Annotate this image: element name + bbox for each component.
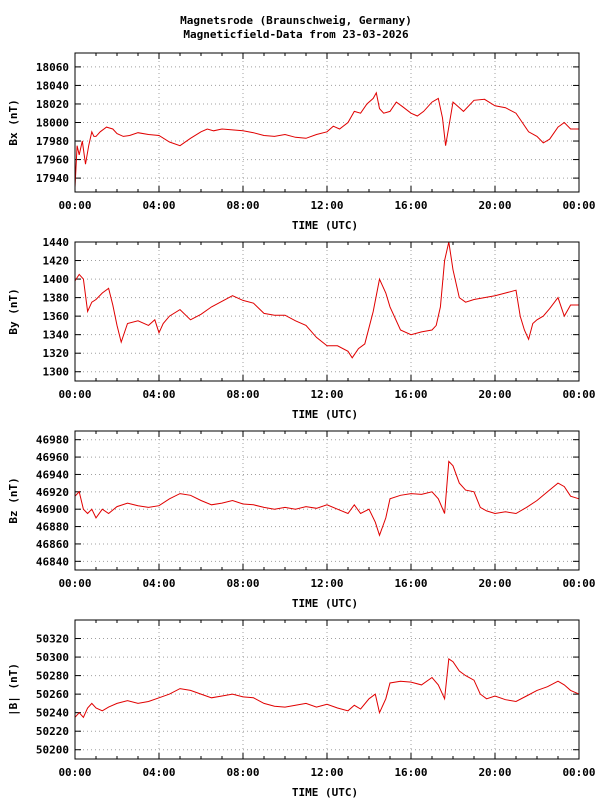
- y-tick-label: 50260: [36, 688, 69, 701]
- x-tick-label: 04:00: [142, 199, 175, 212]
- y-tick-label: 1300: [43, 366, 70, 379]
- y-tick-label: 1400: [43, 273, 70, 286]
- panel-0: 17940 17960 17980 18000 18020 18040 18060 00:00…: [7, 52, 596, 232]
- x-tick-label: 00:00: [58, 766, 91, 779]
- chart-panels: 17940 17960 17980 18000 18020 18040 18060 00:00…: [7, 52, 596, 799]
- y-tick-label: 1420: [43, 255, 70, 268]
- y-tick-label: 46940: [36, 468, 69, 481]
- x-tick-label: 00:00: [58, 577, 91, 590]
- x-axis-label: TIME (UTC): [292, 408, 358, 421]
- x-tick-label: 20:00: [478, 199, 511, 212]
- y-axis-label: |B| (nT): [7, 663, 20, 716]
- x-tick-label: 16:00: [394, 199, 427, 212]
- plot-frame: [74, 241, 580, 382]
- y-tick-label: 18000: [36, 117, 69, 130]
- y-tick-label: 46900: [36, 503, 69, 516]
- y-axis-label: By (nT): [7, 288, 20, 334]
- y-tick-label: 46840: [36, 555, 69, 568]
- y-tick-label: 50280: [36, 670, 69, 683]
- y-tick-label: 46980: [36, 434, 69, 447]
- x-tick-label: 16:00: [394, 766, 427, 779]
- y-tick-label: 1380: [43, 292, 70, 305]
- series-line: [74, 91, 579, 188]
- series-line: [74, 241, 579, 359]
- x-tick-label: 08:00: [226, 577, 259, 590]
- y-tick-label: 18020: [36, 98, 69, 111]
- x-tick-label: 00:00: [58, 199, 91, 212]
- x-tick-label: 16:00: [394, 577, 427, 590]
- panel-3: 50200 50220 50240 50260 50280 50300 50320 00:00…: [7, 619, 596, 799]
- y-tick-label: 17980: [36, 135, 69, 148]
- y-tick-label: 1360: [43, 310, 70, 323]
- x-tick-label: 04:00: [142, 388, 175, 401]
- y-tick-label: 1340: [43, 329, 70, 342]
- x-tick-label: 08:00: [226, 388, 259, 401]
- x-tick-label: 20:00: [478, 388, 511, 401]
- plot-frame: [74, 52, 580, 193]
- y-tick-label: 1440: [43, 236, 70, 249]
- y-tick-label: 50240: [36, 707, 69, 720]
- x-tick-label: 00:00: [562, 766, 595, 779]
- y-tick-label: 1320: [43, 347, 70, 360]
- y-tick-label: 50200: [36, 744, 69, 757]
- y-tick-label: 46860: [36, 538, 69, 551]
- panel-2: 46840 46860 46880 46900 46920 46940 46960 46980…: [7, 430, 596, 610]
- y-tick-label: 50220: [36, 725, 69, 738]
- x-tick-label: 12:00: [310, 766, 343, 779]
- x-tick-label: 12:00: [310, 199, 343, 212]
- x-tick-label: 00:00: [562, 199, 595, 212]
- x-tick-label: 00:00: [58, 388, 91, 401]
- x-axis-label: TIME (UTC): [292, 597, 358, 610]
- y-tick-label: 50300: [36, 651, 69, 664]
- y-tick-label: 17940: [36, 172, 69, 185]
- x-tick-label: 12:00: [310, 388, 343, 401]
- x-axis-label: TIME (UTC): [292, 786, 358, 799]
- plot-frame: [74, 619, 580, 760]
- x-tick-label: 20:00: [478, 577, 511, 590]
- series-line: [74, 460, 580, 537]
- y-tick-label: 18040: [36, 79, 69, 92]
- x-tick-label: 00:00: [562, 388, 595, 401]
- figure-title-line1: Magnetsrode (Braunschweig, Germany): [180, 14, 412, 27]
- y-tick-label: 18060: [36, 61, 69, 74]
- y-tick-label: 46920: [36, 486, 69, 499]
- x-tick-label: 08:00: [226, 766, 259, 779]
- y-tick-label: 17960: [36, 154, 69, 167]
- plot-frame: [74, 430, 580, 571]
- series-line: [74, 658, 580, 719]
- y-tick-label: 46880: [36, 521, 69, 534]
- x-tick-label: 12:00: [310, 577, 343, 590]
- x-axis-label: TIME (UTC): [292, 219, 358, 232]
- y-axis-label: Bz (nT): [7, 477, 20, 523]
- y-axis-label: Bx (nT): [7, 99, 20, 145]
- x-tick-label: 04:00: [142, 577, 175, 590]
- x-tick-label: 08:00: [226, 199, 259, 212]
- x-tick-label: 04:00: [142, 766, 175, 779]
- y-tick-label: 46960: [36, 451, 69, 464]
- x-tick-label: 16:00: [394, 388, 427, 401]
- panel-1: 1300 1320 1340 1360 1380 1400 1420 1440 00:00 04:…: [7, 236, 596, 421]
- y-tick-label: 50320: [36, 633, 69, 646]
- x-tick-label: 00:00: [562, 577, 595, 590]
- figure-title-line2: Magneticfield-Data from 23-03-2026: [183, 28, 409, 41]
- x-tick-label: 20:00: [478, 766, 511, 779]
